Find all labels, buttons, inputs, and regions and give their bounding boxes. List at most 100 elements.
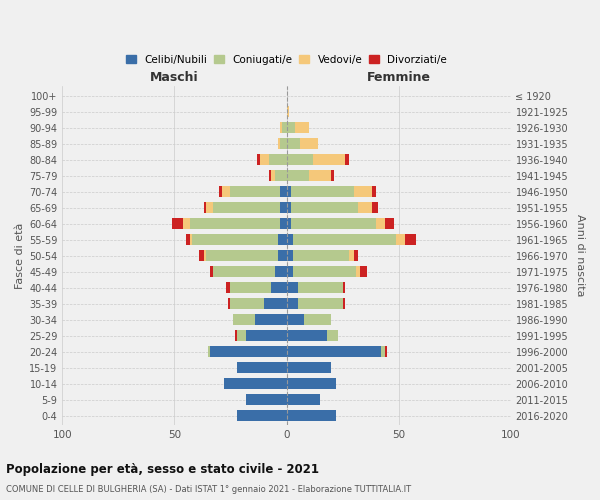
Bar bbox=[271, 282, 287, 294]
Bar bbox=[212, 202, 280, 213]
Bar bbox=[269, 170, 271, 181]
Bar bbox=[287, 202, 291, 213]
Bar bbox=[354, 186, 371, 198]
Bar bbox=[255, 314, 287, 326]
Bar bbox=[224, 378, 287, 390]
Bar bbox=[282, 122, 287, 134]
Text: Maschi: Maschi bbox=[150, 72, 199, 85]
Bar bbox=[287, 410, 336, 422]
Bar bbox=[203, 250, 206, 262]
Legend: Celibi/Nubili, Coniugati/e, Vedovi/e, Divorziati/e: Celibi/Nubili, Coniugati/e, Vedovi/e, Di… bbox=[122, 50, 451, 69]
Bar bbox=[226, 282, 230, 294]
Bar bbox=[376, 218, 385, 230]
Bar bbox=[275, 170, 287, 181]
Y-axis label: Anni di nascita: Anni di nascita bbox=[575, 214, 585, 297]
Text: Femmine: Femmine bbox=[367, 72, 431, 85]
Bar bbox=[331, 170, 334, 181]
Bar bbox=[293, 234, 397, 245]
Bar bbox=[287, 298, 298, 310]
Text: Popolazione per età, sesso e stato civile - 2021: Popolazione per età, sesso e stato civil… bbox=[6, 462, 319, 475]
Bar bbox=[184, 218, 190, 230]
Bar bbox=[275, 266, 287, 278]
Bar bbox=[371, 202, 379, 213]
Bar bbox=[287, 378, 336, 390]
Bar bbox=[219, 186, 221, 198]
Bar bbox=[343, 282, 345, 294]
Bar bbox=[257, 154, 260, 166]
Bar bbox=[278, 250, 287, 262]
Bar bbox=[228, 298, 230, 310]
Bar bbox=[385, 218, 394, 230]
Bar bbox=[233, 314, 255, 326]
Bar bbox=[287, 282, 298, 294]
Bar bbox=[280, 218, 287, 230]
Y-axis label: Fasce di età: Fasce di età bbox=[15, 222, 25, 289]
Bar bbox=[287, 234, 293, 245]
Bar bbox=[356, 266, 361, 278]
Bar bbox=[287, 362, 331, 374]
Bar bbox=[287, 218, 291, 230]
Bar bbox=[230, 282, 271, 294]
Bar bbox=[287, 250, 293, 262]
Bar bbox=[271, 170, 275, 181]
Bar bbox=[246, 394, 287, 406]
Bar bbox=[221, 186, 230, 198]
Bar bbox=[327, 330, 338, 342]
Bar bbox=[380, 346, 385, 358]
Bar bbox=[280, 202, 287, 213]
Bar bbox=[291, 218, 376, 230]
Bar bbox=[287, 122, 295, 134]
Bar bbox=[278, 138, 280, 149]
Bar bbox=[260, 154, 269, 166]
Bar bbox=[295, 122, 309, 134]
Bar bbox=[237, 330, 246, 342]
Bar bbox=[280, 186, 287, 198]
Bar bbox=[361, 266, 367, 278]
Bar bbox=[385, 346, 388, 358]
Bar bbox=[291, 202, 358, 213]
Bar bbox=[287, 314, 304, 326]
Bar bbox=[405, 234, 416, 245]
Bar bbox=[199, 250, 203, 262]
Bar bbox=[293, 250, 349, 262]
Text: COMUNE DI CELLE DI BULGHERIA (SA) - Dati ISTAT 1° gennaio 2021 - Elaborazione TU: COMUNE DI CELLE DI BULGHERIA (SA) - Dati… bbox=[6, 485, 411, 494]
Bar bbox=[212, 266, 275, 278]
Bar bbox=[358, 202, 371, 213]
Bar bbox=[264, 298, 287, 310]
Bar bbox=[246, 330, 287, 342]
Bar bbox=[280, 138, 287, 149]
Bar bbox=[287, 346, 380, 358]
Bar bbox=[287, 394, 320, 406]
Bar bbox=[287, 154, 313, 166]
Bar bbox=[304, 314, 331, 326]
Bar bbox=[230, 298, 264, 310]
Bar bbox=[280, 122, 282, 134]
Bar bbox=[190, 234, 193, 245]
Bar bbox=[203, 202, 206, 213]
Bar bbox=[287, 138, 300, 149]
Bar bbox=[278, 234, 287, 245]
Bar bbox=[237, 362, 287, 374]
Bar bbox=[293, 266, 356, 278]
Bar bbox=[287, 330, 327, 342]
Bar bbox=[206, 250, 278, 262]
Bar bbox=[345, 154, 349, 166]
Bar bbox=[172, 218, 184, 230]
Bar bbox=[287, 170, 309, 181]
Bar bbox=[298, 282, 343, 294]
Bar bbox=[206, 202, 212, 213]
Bar bbox=[313, 154, 345, 166]
Bar bbox=[309, 170, 331, 181]
Bar bbox=[300, 138, 318, 149]
Bar bbox=[269, 154, 287, 166]
Bar bbox=[298, 298, 343, 310]
Bar bbox=[190, 218, 280, 230]
Bar bbox=[230, 186, 280, 198]
Bar bbox=[235, 330, 237, 342]
Bar bbox=[211, 266, 212, 278]
Bar bbox=[354, 250, 358, 262]
Bar bbox=[287, 186, 291, 198]
Bar bbox=[287, 106, 289, 118]
Bar bbox=[237, 410, 287, 422]
Bar bbox=[397, 234, 405, 245]
